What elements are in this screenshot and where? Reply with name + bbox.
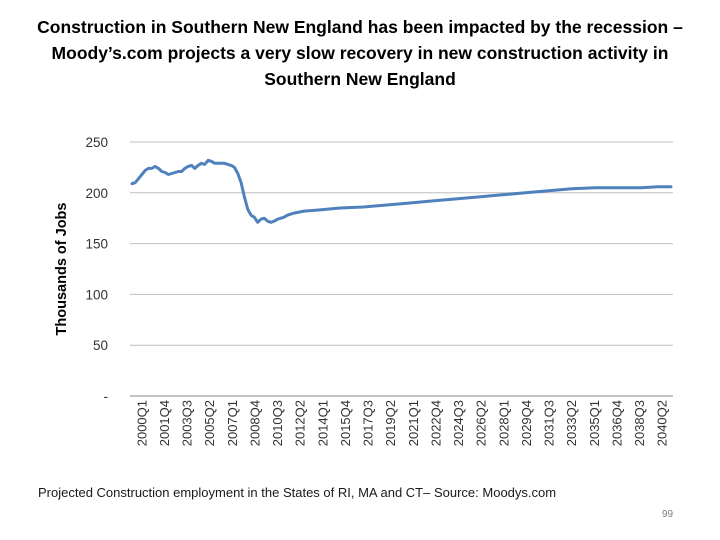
x-tick-label: 2036Q4 <box>609 400 624 446</box>
x-tick-label: 2003Q3 <box>180 400 195 446</box>
slide-title-line-3: Southern New England <box>264 69 456 89</box>
grid-lines <box>130 141 673 346</box>
page-number: 99 <box>662 509 674 520</box>
x-tick-label: 2012Q2 <box>293 400 308 446</box>
y-tick-label: 100 <box>85 287 108 302</box>
x-tick-label: 2033Q2 <box>564 400 579 446</box>
x-tick-label: 2035Q1 <box>587 400 602 446</box>
x-tick-label: 2031Q3 <box>542 400 557 446</box>
x-tick-label: 2000Q1 <box>134 400 149 446</box>
y-tick-label: 50 <box>93 338 108 353</box>
y-tick-label: 200 <box>85 186 108 201</box>
x-tick-label: 2026Q2 <box>474 400 489 446</box>
x-tick-label: 2010Q3 <box>270 400 285 446</box>
series-layer <box>130 158 673 224</box>
x-tick-label: 2001Q4 <box>157 400 172 446</box>
y-tick-labels: - 50 100 150 200 250 <box>85 135 108 404</box>
x-tick-label: 2038Q3 <box>632 400 647 446</box>
series-line-0 <box>130 158 673 224</box>
y-tick-label: 150 <box>85 237 108 252</box>
x-tick-label: 2017Q3 <box>361 400 376 446</box>
x-tick-label: 2029Q4 <box>519 400 534 446</box>
y-tick-label: - <box>104 389 109 404</box>
slide-title-line-2: Moody’s.com projects a very slow recover… <box>51 43 669 63</box>
x-tick-label: 2021Q1 <box>406 400 421 446</box>
x-tick-label: 2024Q3 <box>451 400 466 446</box>
y-axis-label: Thousands of Jobs <box>54 203 70 336</box>
x-tick-label: 2007Q1 <box>225 400 240 446</box>
x-tick-label: 2005Q2 <box>202 400 217 446</box>
x-tick-label: 2008Q4 <box>247 400 262 446</box>
slide-title-line-1: Construction in Southern New England has… <box>37 17 683 37</box>
x-tick-label: 2014Q1 <box>315 400 330 446</box>
x-tick-label: 2019Q2 <box>383 400 398 446</box>
source-caption: Projected Construction employment in the… <box>38 485 557 500</box>
x-tick-label: 2028Q1 <box>496 400 511 446</box>
x-tick-labels: 2000Q1 2001Q4 2003Q3 2005Q2 2007Q1 2008Q4 2010… <box>134 400 669 446</box>
y-tick-label: 250 <box>85 135 108 150</box>
x-tick-label: 2022Q4 <box>428 400 443 446</box>
x-tick-label: 2015Q4 <box>338 400 353 446</box>
slide-title: Construction in Southern New England has… <box>0 14 720 92</box>
x-tick-label: 2040Q2 <box>655 400 670 446</box>
